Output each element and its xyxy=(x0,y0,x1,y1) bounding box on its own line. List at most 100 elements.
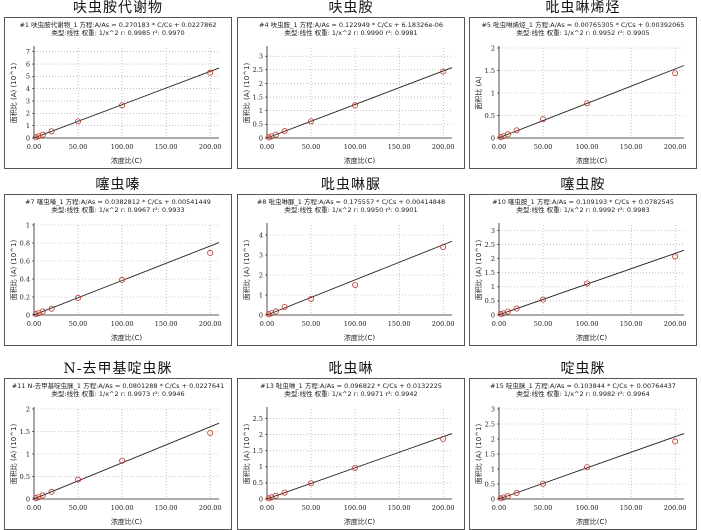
chart-panel: 呋虫胺代谢物 #1 呋虫胺代谢物_1 方程:A/As = 0.270183 * … xyxy=(4,0,232,169)
x-tick-label: 200.00 xyxy=(199,143,222,151)
x-tick-label: 150.00 xyxy=(155,143,178,151)
y-tick-label: 1 xyxy=(26,122,30,130)
fit-stats-line: 类型:线性 权重: 1/x^2 r: 0.9992 r²: 0.9983 xyxy=(516,206,650,214)
x-tick-label: 100.00 xyxy=(576,504,599,512)
y-tick-label: 0.5 xyxy=(485,480,495,488)
chart-box: #7 噻虫嗪_1 方程:A/As = 0.0382812 * C/Cs + 0.… xyxy=(4,194,232,346)
fit-line xyxy=(498,65,685,139)
fit-line xyxy=(266,240,453,316)
fit-stats-line: 类型:线性 权重: 1/x^2 r: 0.9952 r²: 0.9905 xyxy=(516,29,650,37)
data-point xyxy=(39,492,46,499)
x-tick-label: 150.00 xyxy=(620,143,643,151)
x-tick-label: 100.00 xyxy=(344,504,367,512)
plot-svg: 0 0.5 1 1.5 2 2.5 3 0.00 50.00 100.00 150.00 200.00… xyxy=(474,223,687,342)
fit-stats-line: 类型:线性 权重: 1/x^2 r: 0.9950 r²: 0.9901 xyxy=(284,206,418,214)
x-tick-label: 100.00 xyxy=(111,504,134,512)
chart-box: #13 吡虫啉_1 方程:A/As = 0.096822 * C/Cs + 0.… xyxy=(237,378,465,530)
y-tick-label: 1 xyxy=(259,107,263,115)
data-point xyxy=(540,296,547,303)
data-point xyxy=(48,128,55,135)
data-point xyxy=(513,127,520,134)
data-point xyxy=(75,118,82,125)
equation-line: #10 噻虫胺_1 方程:A/As = 0.109193 * C/Cs + 0.… xyxy=(492,198,674,206)
x-tick-label: 100.00 xyxy=(576,143,599,151)
equation-line: #7 噻虫嗪_1 方程:A/As = 0.0382812 * C/Cs + 0.… xyxy=(25,198,211,206)
chart-panel: 噻虫胺 #10 噻虫胺_1 方程:A/As = 0.109193 * C/Cs … xyxy=(469,177,697,346)
x-tick-label: 150.00 xyxy=(388,504,411,512)
y-tick-label: 1 xyxy=(491,465,495,473)
chart-box: #8 吡虫啉脲_1 方程:A/As = 0.175557 * C/Cs + 0.… xyxy=(237,194,465,346)
y-tick-label: 4 xyxy=(259,231,263,239)
x-tick-label: 200.00 xyxy=(664,143,687,151)
data-point xyxy=(352,464,359,471)
fit-line xyxy=(266,433,453,500)
x-axis-label: 浓度比(C) xyxy=(576,333,608,342)
x-axis-label: 浓度比(C) xyxy=(344,156,376,165)
x-tick-label: 200.00 xyxy=(432,320,455,328)
plot-svg: 0 0.5 1 1.5 2 2.5 0.00 50.00 100.00 150.00 200.00 浓… xyxy=(242,407,455,526)
data-point xyxy=(265,134,272,141)
y-tick-label: 0 xyxy=(491,134,495,142)
data-point xyxy=(440,435,447,442)
data-point xyxy=(281,489,288,496)
fit-stats-line: 类型:线性 权重: 1/x^2 r: 0.9971 r²: 0.9942 xyxy=(284,390,418,398)
y-tick-label: 1 xyxy=(26,221,30,229)
y-tick-label: 0 xyxy=(259,495,263,503)
fit-stats-line: 类型:线性 权重: 1/x^2 r: 0.9982 r²: 0.9964 xyxy=(516,390,650,398)
y-tick-label: 1 xyxy=(491,283,495,291)
x-axis-label: 浓度比(C) xyxy=(344,333,376,342)
y-axis-label: 面积比 (A) (10^1) xyxy=(474,240,483,301)
data-point xyxy=(497,311,504,318)
x-tick-label: 150.00 xyxy=(155,320,178,328)
fit-line xyxy=(33,422,220,500)
y-tick-label: 0.5 xyxy=(20,473,30,481)
chart-title: 呋虫胺 xyxy=(328,0,374,16)
data-point xyxy=(281,128,288,135)
y-axis-label: 面积比 (A) (10^1) xyxy=(9,240,18,301)
equation-line: #1 呋虫胺代谢物_1 方程:A/As = 0.270183 * C/Cs + … xyxy=(19,21,217,29)
data-point xyxy=(281,304,288,311)
y-tick-label: 2.5 xyxy=(485,241,495,249)
y-tick-label: 5 xyxy=(26,73,30,81)
data-point xyxy=(308,480,315,487)
y-tick-label: 0 xyxy=(259,311,263,319)
fit-stats-line: 类型:线性 权重: 1/x^2 r: 0.9985 r²: 0.9970 xyxy=(51,29,185,37)
data-point xyxy=(440,68,447,75)
data-point xyxy=(207,429,214,436)
chart-panel: 噻虫嗪 #7 噻虫嗪_1 方程:A/As = 0.0382812 * C/Cs … xyxy=(4,177,232,346)
equation-header: #7 噻虫嗪_1 方程:A/As = 0.0382812 * C/Cs + 0.… xyxy=(5,198,231,214)
x-tick-label: 50.00 xyxy=(69,504,88,512)
x-tick-label: 0.00 xyxy=(492,143,506,151)
fit-stats-line: 类型:线性 权重: 1/x^2 r: 0.9990 r²: 0.9981 xyxy=(284,29,418,37)
fit-line xyxy=(33,67,220,139)
equation-line: #11 N-去甲基啶虫脒_1 方程:A/As = 0.0801288 * C/C… xyxy=(11,382,225,390)
chart-box: #10 噻虫胺_1 方程:A/As = 0.109193 * C/Cs + 0.… xyxy=(469,194,697,346)
x-tick-label: 0.00 xyxy=(492,504,506,512)
chart-box: #5 吡虫啉烯烃_1 方程:A/As = 0.00765305 * C/Cs +… xyxy=(469,17,697,169)
data-point xyxy=(513,490,520,497)
data-point xyxy=(584,464,591,471)
y-tick-label: 2 xyxy=(491,435,495,443)
chart-box: #1 呋虫胺代谢物_1 方程:A/As = 0.270183 * C/Cs + … xyxy=(4,17,232,169)
plot-svg: 0 0.5 1 1.5 2 0.00 50.00 100.00 150.00 200.00 浓度比(… xyxy=(9,405,222,526)
y-tick-label: 4 xyxy=(26,85,30,93)
y-tick-label: 0 xyxy=(26,311,30,319)
equation-header: #5 吡虫啉烯烃_1 方程:A/As = 0.00765305 * C/Cs +… xyxy=(470,21,696,37)
x-tick-label: 0.00 xyxy=(492,320,506,328)
equation-header: #8 吡虫啉脲_1 方程:A/As = 0.175557 * C/Cs + 0.… xyxy=(238,198,464,214)
y-tick-label: 2 xyxy=(26,405,30,413)
x-tick-label: 200.00 xyxy=(199,320,222,328)
data-point xyxy=(504,131,511,138)
x-tick-label: 0.00 xyxy=(27,320,41,328)
data-point xyxy=(207,249,214,256)
data-point xyxy=(75,294,82,301)
y-tick-label: 0 xyxy=(26,134,30,142)
y-axis-label: 面积比 (A) (10^1) xyxy=(9,424,18,485)
data-point xyxy=(497,134,504,141)
x-tick-label: 50.00 xyxy=(534,320,553,328)
data-point xyxy=(272,492,279,499)
y-axis-label: 面积比 (A) (10^1) xyxy=(242,63,251,124)
chart-box: #4 呋虫胺_1 方程:A/As = 0.122949 * C/Cs + 6.1… xyxy=(237,17,465,169)
data-point xyxy=(308,296,315,303)
y-tick-label: 3 xyxy=(491,405,495,413)
